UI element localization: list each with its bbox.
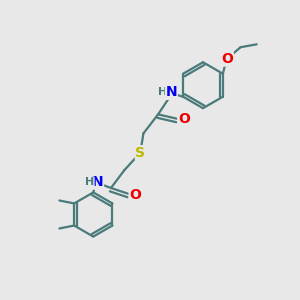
Text: H: H: [85, 177, 94, 187]
Text: O: O: [129, 188, 141, 202]
Text: O: O: [178, 112, 190, 126]
Text: N: N: [166, 85, 177, 99]
Text: O: O: [221, 52, 233, 66]
Text: S: S: [135, 146, 146, 160]
Text: H: H: [158, 87, 167, 97]
Text: N: N: [92, 175, 103, 189]
